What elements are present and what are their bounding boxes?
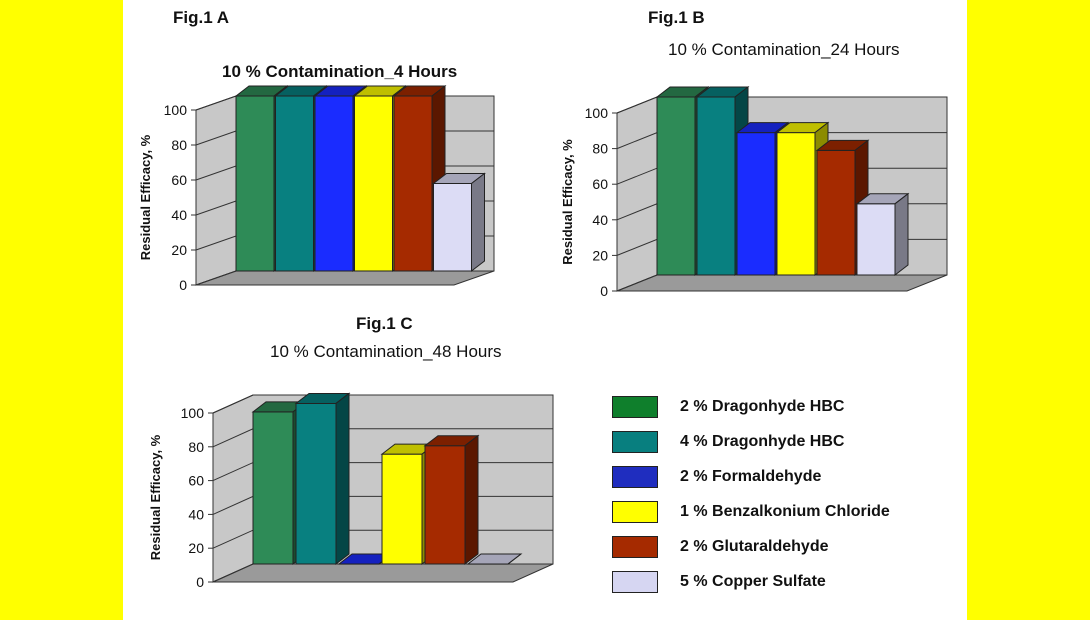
legend-swatch [612, 536, 658, 558]
bar-front [816, 149, 856, 276]
y-tick-label: 40 [592, 212, 608, 228]
bar-side [335, 392, 350, 566]
y-tick-label: 60 [592, 176, 608, 192]
plot-floor [195, 270, 495, 286]
y-tick-label: 80 [592, 141, 608, 157]
y-tick-label: 20 [171, 242, 187, 258]
bar-front [235, 95, 275, 272]
legend-item: 5 % Copper Sulfate [612, 571, 932, 597]
legend-swatch [612, 466, 658, 488]
fig-b-label: Fig.1 B [648, 8, 705, 27]
y-tick-label: 100 [164, 102, 188, 118]
bar-front [354, 95, 393, 272]
bar-front [275, 95, 314, 272]
bar-side [471, 172, 485, 273]
bar-front [424, 445, 466, 565]
bar-front [736, 132, 776, 276]
legend-swatch [612, 501, 658, 523]
chart-b-title: 10 % Contamination_24 Hours [668, 40, 900, 59]
bar-front [314, 95, 354, 272]
legend-label: 5 % Copper Sulfate [680, 573, 826, 590]
y-tick-label: 80 [171, 137, 187, 153]
y-tick-label: 100 [585, 105, 609, 121]
plot-floor [212, 563, 554, 583]
legend-label: 2 % Glutaraldehyde [680, 538, 829, 555]
y-tick-label: 0 [600, 283, 608, 299]
y-tick-label: 100 [181, 405, 205, 421]
y-tick-label: 20 [592, 247, 608, 263]
gridline [212, 394, 553, 414]
bar-front [295, 402, 337, 565]
bar [294, 392, 351, 566]
legend-swatch [612, 571, 658, 593]
bar-front [393, 95, 433, 272]
bar [655, 85, 710, 277]
fig-a-label: Fig.1 A [173, 8, 230, 27]
fig-c-label: Fig.1 C [356, 314, 413, 333]
legend-label: 1 % Benzalkonium Chloride [680, 503, 890, 520]
y-tick-label: 40 [171, 207, 187, 223]
y-tick-label: 40 [188, 506, 204, 522]
y-tick-label: 0 [196, 574, 204, 590]
bar [466, 553, 523, 565]
bar [855, 192, 910, 277]
y-tick-label: 0 [179, 277, 187, 293]
legend: 2 % Dragonhyde HBC 4 % Dragonhyde HBC 2 … [612, 396, 942, 606]
y-tick-label: 80 [188, 439, 204, 455]
y-axis-label: Residual Efficacy, % [148, 434, 163, 560]
bar-side [464, 434, 479, 566]
y-tick-label: 60 [171, 172, 187, 188]
y-axis-label: Residual Efficacy, % [560, 139, 575, 265]
bar-side [507, 553, 522, 565]
legend-item: 4 % Dragonhyde HBC [612, 431, 932, 457]
legend-item: 2 % Glutaraldehyde [612, 536, 932, 562]
bar-front [696, 96, 736, 276]
legend-item: 2 % Dragonhyde HBC [612, 396, 932, 422]
y-tick-label: 60 [188, 473, 204, 489]
legend-item: 2 % Formaldehyde [612, 466, 932, 492]
bar [432, 172, 486, 273]
legend-swatch [612, 431, 658, 453]
legend-label: 2 % Dragonhyde HBC [680, 398, 845, 415]
bar-front [856, 203, 896, 276]
legend-swatch [612, 396, 658, 418]
bar-front [776, 132, 816, 276]
y-axis-label: Residual Efficacy, % [138, 134, 153, 260]
chart-2-plot: 0 20 40 60 80 100 Residual Efficacy, % [148, 392, 554, 590]
chart-1-plot: 0 20 40 60 80 100 Residual Efficacy, % [560, 85, 948, 299]
chart-0-plot: 0 20 40 60 80 100 Residual Efficacy, % [138, 84, 495, 293]
bar-front [433, 183, 472, 272]
chart-a-title: 10 % Contamination_4 Hours [222, 62, 458, 81]
legend-label: 4 % Dragonhyde HBC [680, 433, 845, 450]
y-tick-label: 20 [188, 540, 204, 556]
legend-label: 2 % Formaldehyde [680, 468, 822, 485]
bar-front [656, 96, 696, 276]
bar-front [381, 453, 423, 565]
legend-item: 1 % Benzalkonium Chloride [612, 501, 932, 527]
chart-c-title: 10 % Contamination_48 Hours [270, 342, 502, 361]
bar [423, 434, 480, 566]
bar-side [894, 192, 909, 277]
plot-floor [616, 274, 948, 292]
bar-front [252, 411, 294, 565]
